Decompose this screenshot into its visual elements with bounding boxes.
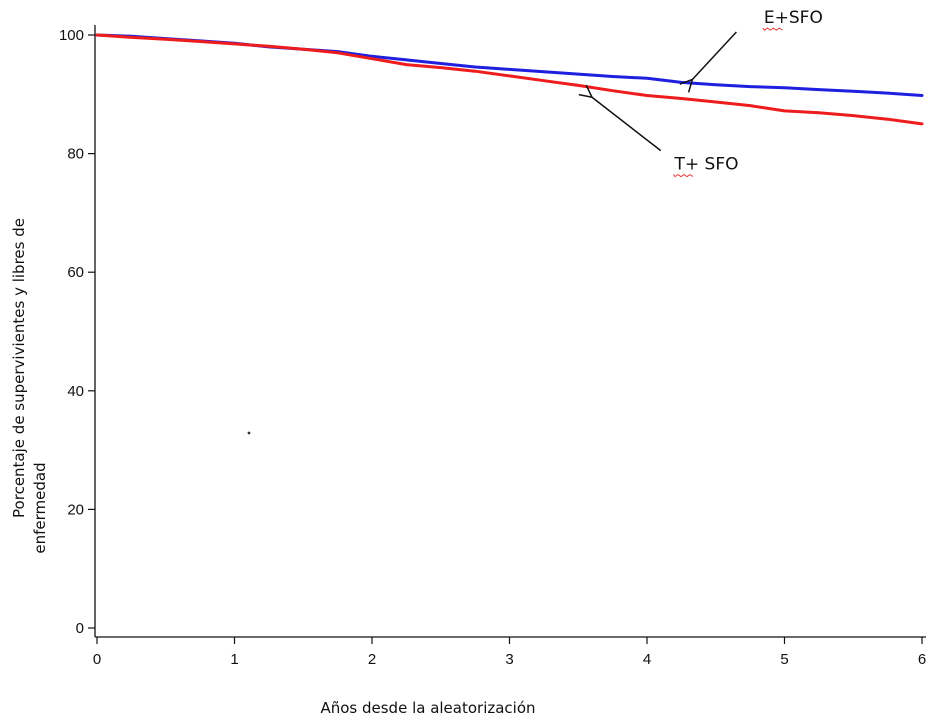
y-axis-title-line-1: Porcentaje de supervivientes y libres de	[10, 218, 28, 518]
annotation-label-1: E+SFO	[764, 8, 823, 28]
x-axis-ticks: 0 1 2 3 4 5 6	[93, 637, 926, 668]
stray-dot	[247, 431, 251, 435]
y-tick-label: 80	[67, 146, 84, 163]
series-line-2	[95, 33, 924, 126]
annotation-label-part: E	[764, 8, 775, 28]
annotation-label-part: SFO	[699, 155, 738, 175]
x-axis-title: Años desde la aleatorización	[320, 699, 535, 715]
y-axis-ticks: 0 20 40 60 80 100	[59, 27, 95, 637]
y-axis-title: Porcentaje de supervivientes y libres de…	[10, 218, 49, 554]
y-tick-label: 100	[59, 27, 84, 44]
series-layer	[95, 33, 924, 126]
annotation-label-part: +SFO	[775, 8, 823, 28]
x-tick-label: 2	[368, 651, 376, 668]
x-tick-label: 1	[230, 651, 238, 668]
axes	[94, 25, 926, 638]
y-tick-label: 20	[67, 501, 84, 518]
annotation-arrow-2	[592, 97, 662, 152]
y-tick-label: 60	[67, 264, 84, 281]
x-tick-label: 3	[505, 651, 513, 668]
x-tick-label: 4	[643, 651, 651, 668]
y-axis-title-line-2: enfermedad	[31, 462, 49, 553]
y-tick-label: 0	[76, 620, 84, 637]
annotation-arrow-1	[692, 31, 737, 79]
spellcheck-squiggle	[762, 27, 783, 31]
x-tick-label: 0	[93, 651, 101, 668]
y-tick-label: 40	[67, 383, 84, 400]
annotation-label-2: T+ SFO	[674, 155, 739, 175]
x-tick-label: 6	[918, 651, 926, 668]
spellcheck-squiggle	[673, 174, 694, 178]
annotation-label-part: T	[674, 155, 686, 175]
annotation-label-part: +	[685, 155, 699, 175]
x-tick-label: 5	[780, 651, 788, 668]
